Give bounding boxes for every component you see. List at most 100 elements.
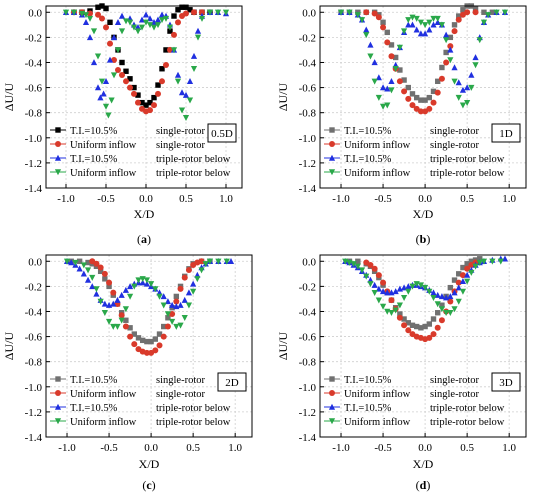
data-point (90, 28, 98, 35)
data-point (418, 325, 424, 331)
legend-series-setup: triple-rotor below (430, 168, 505, 179)
data-point (481, 9, 487, 15)
data-point (114, 323, 121, 330)
data-point (409, 91, 416, 97)
x-tick-label: -0.5 (374, 193, 392, 205)
data-point (422, 97, 428, 103)
legend-series-name: T.I.=10.5% (344, 403, 392, 414)
data-point (162, 15, 170, 22)
y-tick-label: 0.0 (302, 256, 316, 268)
position-label-text: 0.5D (211, 128, 233, 140)
y-tick-label: -1.2 (299, 158, 316, 170)
data-point (84, 276, 92, 283)
data-point (127, 84, 133, 91)
data-point (380, 19, 386, 26)
legend-marker (55, 141, 61, 147)
data-point (177, 322, 184, 329)
y-tick-label: -0.4 (25, 57, 43, 69)
data-point (114, 47, 122, 54)
data-point (401, 322, 408, 329)
data-point (103, 24, 109, 31)
y-tick-label: -0.4 (299, 57, 317, 69)
data-point (430, 15, 437, 22)
data-point (379, 303, 387, 310)
data-point (397, 67, 403, 73)
data-point (447, 57, 454, 64)
data-point (183, 4, 189, 10)
data-point (464, 271, 471, 278)
data-point (405, 320, 411, 326)
data-point (451, 277, 458, 283)
data-point (464, 261, 470, 267)
data-point (152, 347, 159, 354)
data-point (337, 9, 345, 16)
data-point (190, 280, 197, 287)
data-point (62, 9, 70, 16)
data-point (413, 15, 420, 22)
data-point (85, 259, 91, 266)
x-tick-label: 0.5 (186, 442, 200, 454)
data-point (379, 103, 387, 110)
y-tick-label: -0.6 (25, 332, 43, 344)
data-point (118, 28, 126, 35)
data-point (190, 66, 198, 73)
legend-marker (328, 418, 336, 425)
data-point (392, 66, 399, 73)
y-axis-title: ΔU/U (276, 82, 290, 111)
data-point (485, 12, 492, 19)
data-point (126, 19, 134, 26)
data-point (86, 34, 94, 41)
data-point (72, 259, 79, 266)
data-point (375, 94, 382, 101)
data-point (174, 78, 182, 85)
data-point (459, 278, 467, 285)
legend-series-name: Uniform inflow (344, 168, 411, 179)
data-point (400, 294, 408, 301)
data-point (397, 311, 403, 317)
data-point (95, 11, 101, 18)
data-point (95, 4, 101, 10)
panel-label: (d) (416, 478, 431, 492)
data-point (426, 288, 433, 295)
data-point (150, 24, 158, 31)
data-point (147, 107, 153, 114)
y-axis-title: ΔU/U (276, 331, 290, 360)
y-tick-label: -1.2 (25, 407, 42, 419)
data-point (114, 19, 122, 26)
x-axis-title: X/D (139, 457, 160, 471)
data-point (174, 71, 182, 78)
data-point (170, 47, 178, 54)
position-label-text: 3D (499, 377, 513, 389)
panel-a: -1.0 -0.5 0.0 0.5 1.0 0.0 -0.2 -0.4 -0.6 -0.8 -1.0… (2, 3, 243, 246)
data-point (143, 349, 150, 356)
y-tick-label: -0.6 (299, 83, 317, 95)
data-point (139, 99, 145, 106)
data-point (434, 291, 441, 298)
x-tick-label: 0.0 (139, 193, 153, 205)
data-point (156, 342, 163, 349)
data-point (102, 276, 108, 282)
data-point (123, 68, 129, 74)
data-point (101, 270, 108, 277)
data-point (139, 337, 146, 344)
legend-series-setup: triple-rotor below (430, 154, 505, 165)
data-point (438, 317, 445, 324)
position-label-box (491, 123, 521, 143)
data-point (459, 102, 467, 109)
data-point (435, 310, 441, 316)
data-point (110, 72, 118, 79)
y-tick-label: -1.2 (25, 158, 42, 170)
data-point (459, 272, 466, 279)
data-point (102, 103, 110, 110)
data-point (443, 37, 450, 44)
data-point (447, 43, 454, 50)
data-point (122, 306, 129, 313)
data-point (405, 84, 411, 91)
data-point (139, 279, 146, 286)
data-point (93, 290, 100, 297)
data-point (89, 283, 96, 290)
data-point (151, 102, 157, 109)
data-point (413, 26, 420, 33)
data-point (371, 265, 378, 272)
